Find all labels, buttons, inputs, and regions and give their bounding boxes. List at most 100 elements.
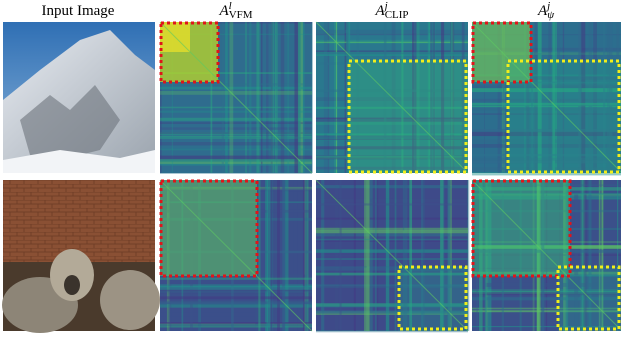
stripe [534,22,538,173]
stripe [171,22,174,173]
diagonal [315,179,469,332]
stripe [316,329,468,333]
stripe [316,249,468,253]
red-box [159,21,220,84]
stripe [297,22,301,173]
block [508,60,621,173]
stripe [369,180,373,331]
stripe [316,132,468,136]
stripe [229,22,234,173]
stripe [305,180,307,331]
stripe [316,284,468,287]
stripe [160,127,312,130]
stripe [316,121,468,125]
stripe [160,72,312,74]
stripe [160,296,312,300]
stripe [394,180,397,331]
stripe [270,180,273,331]
stripe [422,180,425,331]
stripe [409,180,413,331]
stripe [160,293,312,297]
stripe [316,155,468,158]
stripe [274,22,278,173]
stripe [366,180,370,331]
stripe [562,22,565,173]
stripe [160,136,312,139]
stripe [472,307,621,310]
stripe [284,22,288,173]
stripe [316,118,468,122]
stripe [472,326,621,328]
symbol: A [218,3,229,19]
stripe [160,83,312,86]
stripe [160,132,312,136]
stripe [472,310,621,313]
stripe [316,238,468,241]
stripe [447,180,451,331]
stripe [160,285,312,290]
stripe [472,282,621,287]
stripe [302,22,305,173]
stripe [588,180,592,331]
stripe [385,180,390,331]
stripe [503,22,505,173]
snowfield [3,150,155,173]
stripe [402,180,405,331]
stripe [264,180,268,331]
stripe [316,272,468,276]
stripe [353,180,356,331]
stripe [316,217,468,220]
stripe [472,290,621,295]
stripe [472,81,621,84]
stripe [416,22,420,173]
rock [20,85,120,160]
stripe [582,180,586,331]
stripe [537,22,542,173]
sheep-photo [2,180,160,333]
stripe [557,22,561,173]
stripe [403,180,408,331]
stripe [430,22,433,173]
stripe [555,22,557,173]
stripe [270,22,273,173]
stripe [472,128,621,133]
stripe [322,180,324,331]
stripe [316,135,468,139]
stripe [280,22,285,173]
stripe [472,153,621,157]
stripe [160,148,312,151]
stripe [245,22,247,173]
yellow-box [397,265,468,331]
stripe [472,107,621,111]
block [398,266,468,331]
stripe [472,132,621,137]
subscript: VFM [229,9,253,21]
stripe [316,50,468,54]
stripe [472,139,621,143]
red-box [159,179,259,278]
stripe [344,22,348,173]
stripe [472,102,621,106]
stripe [356,22,360,173]
stripe [472,74,621,78]
stripe [617,180,619,331]
stripe [316,258,468,260]
diagonal [471,21,621,173]
stripe [385,180,390,331]
stripe [258,180,261,331]
stripe [160,304,312,308]
stripe [316,240,468,242]
stripe [335,180,339,331]
stripe [316,137,468,141]
stripe [401,22,404,173]
stripe [316,89,468,93]
stripe [377,180,379,331]
stripe [316,29,468,34]
stripe [598,180,601,331]
stripe [160,312,312,317]
stripe [277,180,280,331]
symbol: A [374,3,385,19]
stripe [160,145,312,149]
stripe [472,84,621,86]
stripe [316,185,468,189]
